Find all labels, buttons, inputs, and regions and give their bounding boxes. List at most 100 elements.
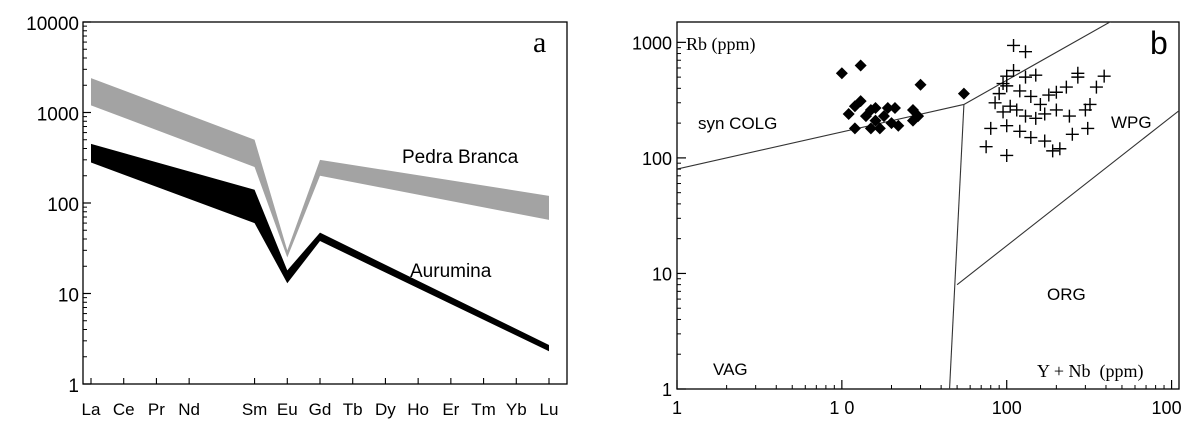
data-point-plus xyxy=(1013,84,1027,98)
field-boundary-line xyxy=(963,22,1112,105)
data-point-plus xyxy=(1013,124,1027,138)
x-tick-label: 1 0 xyxy=(829,398,854,418)
data-point-diamond xyxy=(854,95,867,108)
data-point-plus xyxy=(1010,103,1024,117)
data-point-plus xyxy=(1000,119,1014,133)
y-tick-label: 1000 xyxy=(632,33,672,53)
data-point-plus xyxy=(988,96,1002,110)
data-point-plus xyxy=(1029,111,1043,125)
data-point-plus xyxy=(1071,66,1085,80)
panel-b-plot-frame xyxy=(676,21,1180,390)
x-tick-label: 100 xyxy=(992,398,1022,418)
x-axis-label: Y + Nb (ppm) xyxy=(1037,361,1143,382)
data-point-plus xyxy=(1033,97,1047,111)
y-tick-label: 10000 xyxy=(26,14,79,35)
data-point-diamond xyxy=(892,119,905,132)
y-tick-label: 1000 xyxy=(37,105,79,126)
panel-b-letter: b xyxy=(1150,25,1168,61)
series-label-aurumina: Aurumina xyxy=(410,261,492,282)
data-point-plus xyxy=(1024,89,1038,103)
x-tick-label-la: La xyxy=(82,400,101,419)
field-label-vag: VAG xyxy=(713,360,748,379)
x-tick-label-dy: Dy xyxy=(375,400,396,419)
data-point-diamond xyxy=(869,102,882,115)
data-point-diamond xyxy=(888,102,901,115)
y-tick-label: 1 xyxy=(68,376,79,397)
y-tick-label: 1 xyxy=(662,380,672,400)
data-point-plus xyxy=(1078,103,1092,117)
y-tick-label: 100 xyxy=(642,149,672,169)
data-point-diamond xyxy=(873,122,886,135)
band-pedra-branca xyxy=(91,78,549,258)
x-tick-label-ho: Ho xyxy=(407,400,429,419)
panel-a-letter: a xyxy=(533,26,546,59)
data-point-diamond xyxy=(914,78,927,91)
panel-b-points xyxy=(835,38,1111,162)
panel-a-y-axis: 1 10 100 1000 10000 xyxy=(26,14,91,397)
field-label-syn-colg: syn COLG xyxy=(698,114,777,133)
x-tick-label-ce: Ce xyxy=(113,400,135,419)
panel-b-y-axis: 1 10 100 1000 xyxy=(632,33,686,400)
y-tick-label: 10 xyxy=(58,286,79,307)
data-point-diamond xyxy=(854,59,867,72)
data-point-plus xyxy=(1049,85,1063,99)
data-point-plus xyxy=(996,105,1010,119)
field-label-org: ORG xyxy=(1047,285,1086,304)
data-point-plus xyxy=(1007,64,1021,78)
data-point-diamond xyxy=(881,102,894,115)
data-point-plus xyxy=(1019,70,1033,84)
data-point-plus xyxy=(1038,134,1052,148)
data-point-plus xyxy=(1049,103,1063,117)
data-point-plus xyxy=(1019,45,1033,59)
data-point-diamond xyxy=(957,87,970,100)
x-tick-label-pr: Pr xyxy=(148,400,165,419)
band-aurumina xyxy=(91,143,549,352)
x-tick-label-sm: Sm xyxy=(242,400,268,419)
data-point-plus xyxy=(1046,144,1060,158)
field-boundary-line xyxy=(949,104,965,389)
x-tick-label-tm: Tm xyxy=(471,400,496,419)
data-point-plus xyxy=(1065,127,1079,141)
data-point-diamond xyxy=(912,110,925,123)
panel-b-field-boundaries xyxy=(677,22,1179,389)
x-tick-label-yb: Yb xyxy=(506,400,527,419)
x-tick-label-tb: Tb xyxy=(343,400,363,419)
data-point-plus xyxy=(1019,109,1033,123)
data-point-plus xyxy=(1029,68,1043,82)
data-point-plus xyxy=(1000,148,1014,162)
data-point-plus xyxy=(1053,142,1067,156)
data-point-plus xyxy=(992,87,1006,101)
y-tick-label: 100 xyxy=(47,195,79,216)
panel-a-bands xyxy=(91,78,549,352)
data-point-plus xyxy=(984,121,998,135)
data-point-plus xyxy=(1003,99,1017,113)
field-label-wpg: WPG xyxy=(1111,113,1152,132)
x-tick-label-lu: Lu xyxy=(540,400,559,419)
data-point-plus xyxy=(1038,107,1052,121)
x-tick-label-er: Er xyxy=(442,400,459,419)
data-point-diamond xyxy=(842,107,855,120)
data-point-plus xyxy=(1024,131,1038,145)
y-tick-label: 10 xyxy=(652,264,672,284)
panel-a-x-axis: La Ce Pr Nd Sm Eu Gd Tb Dy Ho Er Tm Yb Lu xyxy=(82,378,559,419)
panel-b-discrimination-diagram: 1 10 100 1000 1 1 0 100 1000 b Rb (ppm) Y + Nb… xyxy=(632,21,1181,418)
data-point-diamond xyxy=(864,122,877,135)
series-label-pedra-branca: Pedra Branca xyxy=(402,147,519,168)
data-point-plus xyxy=(1062,109,1076,123)
x-tick-label: 1 xyxy=(672,398,682,418)
x-tick-label-gd: Gd xyxy=(309,400,332,419)
data-point-plus xyxy=(979,140,993,154)
data-point-diamond xyxy=(869,114,882,127)
y-axis-label: Rb (ppm) xyxy=(686,34,756,55)
data-point-plus xyxy=(1007,38,1021,52)
x-tick-label-nd: Nd xyxy=(178,400,200,419)
field-boundary-line xyxy=(956,109,1179,286)
data-point-diamond xyxy=(835,67,848,80)
data-point-plus xyxy=(996,77,1010,91)
data-point-plus xyxy=(1081,121,1095,135)
data-point-plus xyxy=(1042,88,1056,102)
panel-b-x-axis: 1 1 0 100 1000 xyxy=(672,380,1181,418)
data-point-plus xyxy=(1097,69,1111,83)
data-point-plus xyxy=(1059,80,1073,94)
